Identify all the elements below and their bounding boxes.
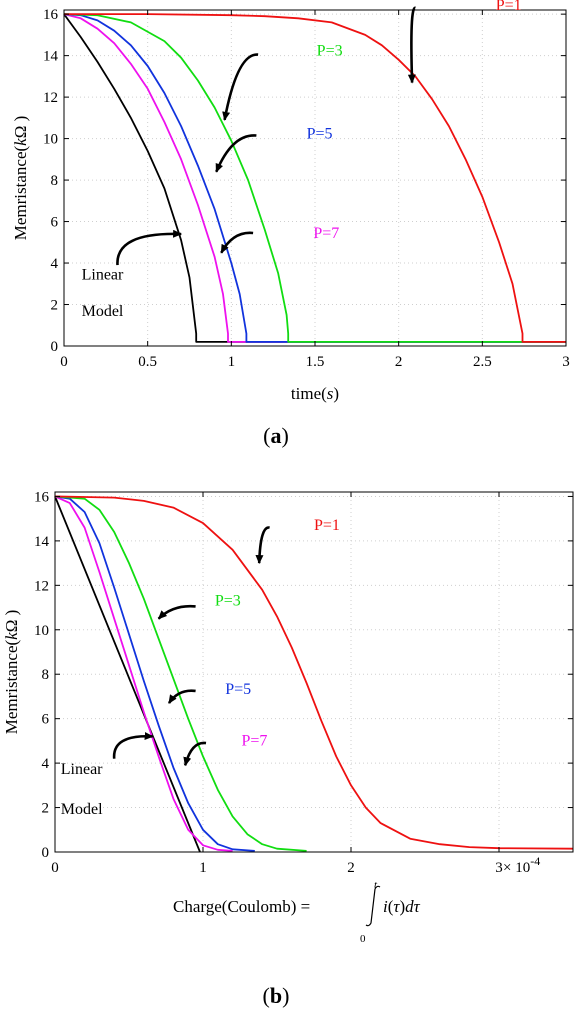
y-tick-label: 12 [34,578,49,594]
annotation-label-p-1: P=1 [496,0,522,14]
annotation-label-p-7: P=7 [313,225,339,242]
x-axis-label-integrand: i(τ)dτ [383,897,421,916]
y-tick-label: 8 [42,667,50,683]
annotation-arrow [220,231,254,254]
annotation-arrow [157,604,196,620]
integral-upper: t [374,879,378,891]
y-tick-label: 0 [42,845,50,861]
annotation-label-p-5: P=5 [307,126,333,143]
y-tick-label: 2 [51,298,59,314]
x-exponent: × 10-4 [503,854,540,876]
x-axis-label: Charge(Coulomb) = [173,897,310,916]
annotation-label-p-1: P=1 [314,517,340,534]
series-line-linear-model [63,13,566,343]
x-tick-label: 1.5 [306,354,325,370]
annotation-arrow [407,6,417,84]
annotation-arrow [183,741,207,767]
x-tick-label: 3 [495,860,503,876]
integral-sign [365,885,381,927]
chart-a: 0 0.5 1 1.5 2 2.5 3 0 2 4 6 8 10 12 14 16 Memristance(kΩ… [11,0,570,403]
y-tick-label: 16 [34,489,50,505]
y-tick-label: 8 [51,173,59,189]
y-tick-label: 6 [42,712,50,728]
x-tick-label: 0 [51,860,59,876]
x-tick-label: 1 [228,354,236,370]
annotation-label-p-3: P=3 [215,592,241,609]
annotation-arrow [167,689,196,704]
annotation-label-model: Model [82,303,124,320]
panel-letter-a: a [270,423,282,448]
x-tick-label: 0.5 [138,354,157,370]
y-tick-label: 4 [51,256,59,272]
y-tick-label: 10 [34,623,49,639]
annotation-label-linear: Linear [82,267,124,284]
series-line-p-5 [63,13,566,343]
annotation-arrow [112,732,154,759]
annotation-label-p-5: P=5 [225,681,251,698]
axes-frame [54,491,574,853]
plot-area [55,492,573,852]
series-line-p-3 [63,13,566,343]
series-line-p-1 [54,495,574,850]
annotation-label-p-3: P=3 [317,43,343,60]
x-tick-label: 1 [199,860,207,876]
y-axis-label: Memristance(kΩ ) [11,116,30,241]
y-tick-label: 12 [43,90,58,106]
annotation-arrow [222,53,259,121]
y-tick-label: 4 [42,756,50,772]
y-axis-label: Memristance(kΩ ) [2,610,21,735]
panel-label-b: (b) [262,983,290,1008]
y-tick-label: 16 [43,7,59,23]
x-tick-label: 3 [562,354,570,370]
annotation-label-model: Model [61,801,103,818]
annotation-label-linear: Linear [61,761,103,778]
series-line-p-7 [54,495,233,852]
x-axis-label: time(s) [291,384,339,403]
y-tick-label: 14 [43,49,59,65]
series-line-p-3 [54,495,307,852]
series-line-linear-model [54,496,201,853]
y-tick-label: 0 [51,339,59,355]
series-line-p-7 [63,13,566,343]
annotation-label-p-7: P=7 [241,732,267,749]
annotation-arrow [215,134,257,173]
y-tick-label: 14 [34,534,50,550]
panel-letter-b: b [269,983,283,1008]
x-tick-label: 2.5 [473,354,492,370]
annotation-arrow [255,526,270,565]
x-tick-label: 2 [347,860,355,876]
y-tick-label: 2 [42,801,50,817]
x-tick-label: 2 [395,354,403,370]
x-tick-label: 0 [60,354,68,370]
y-tick-label: 10 [43,132,58,148]
series-line-p-5 [54,495,255,852]
integral-lower: 0 [360,933,366,945]
panel-label-a: (a) [263,423,289,448]
y-tick-label: 6 [51,215,59,231]
annotation-arrow [116,229,183,266]
